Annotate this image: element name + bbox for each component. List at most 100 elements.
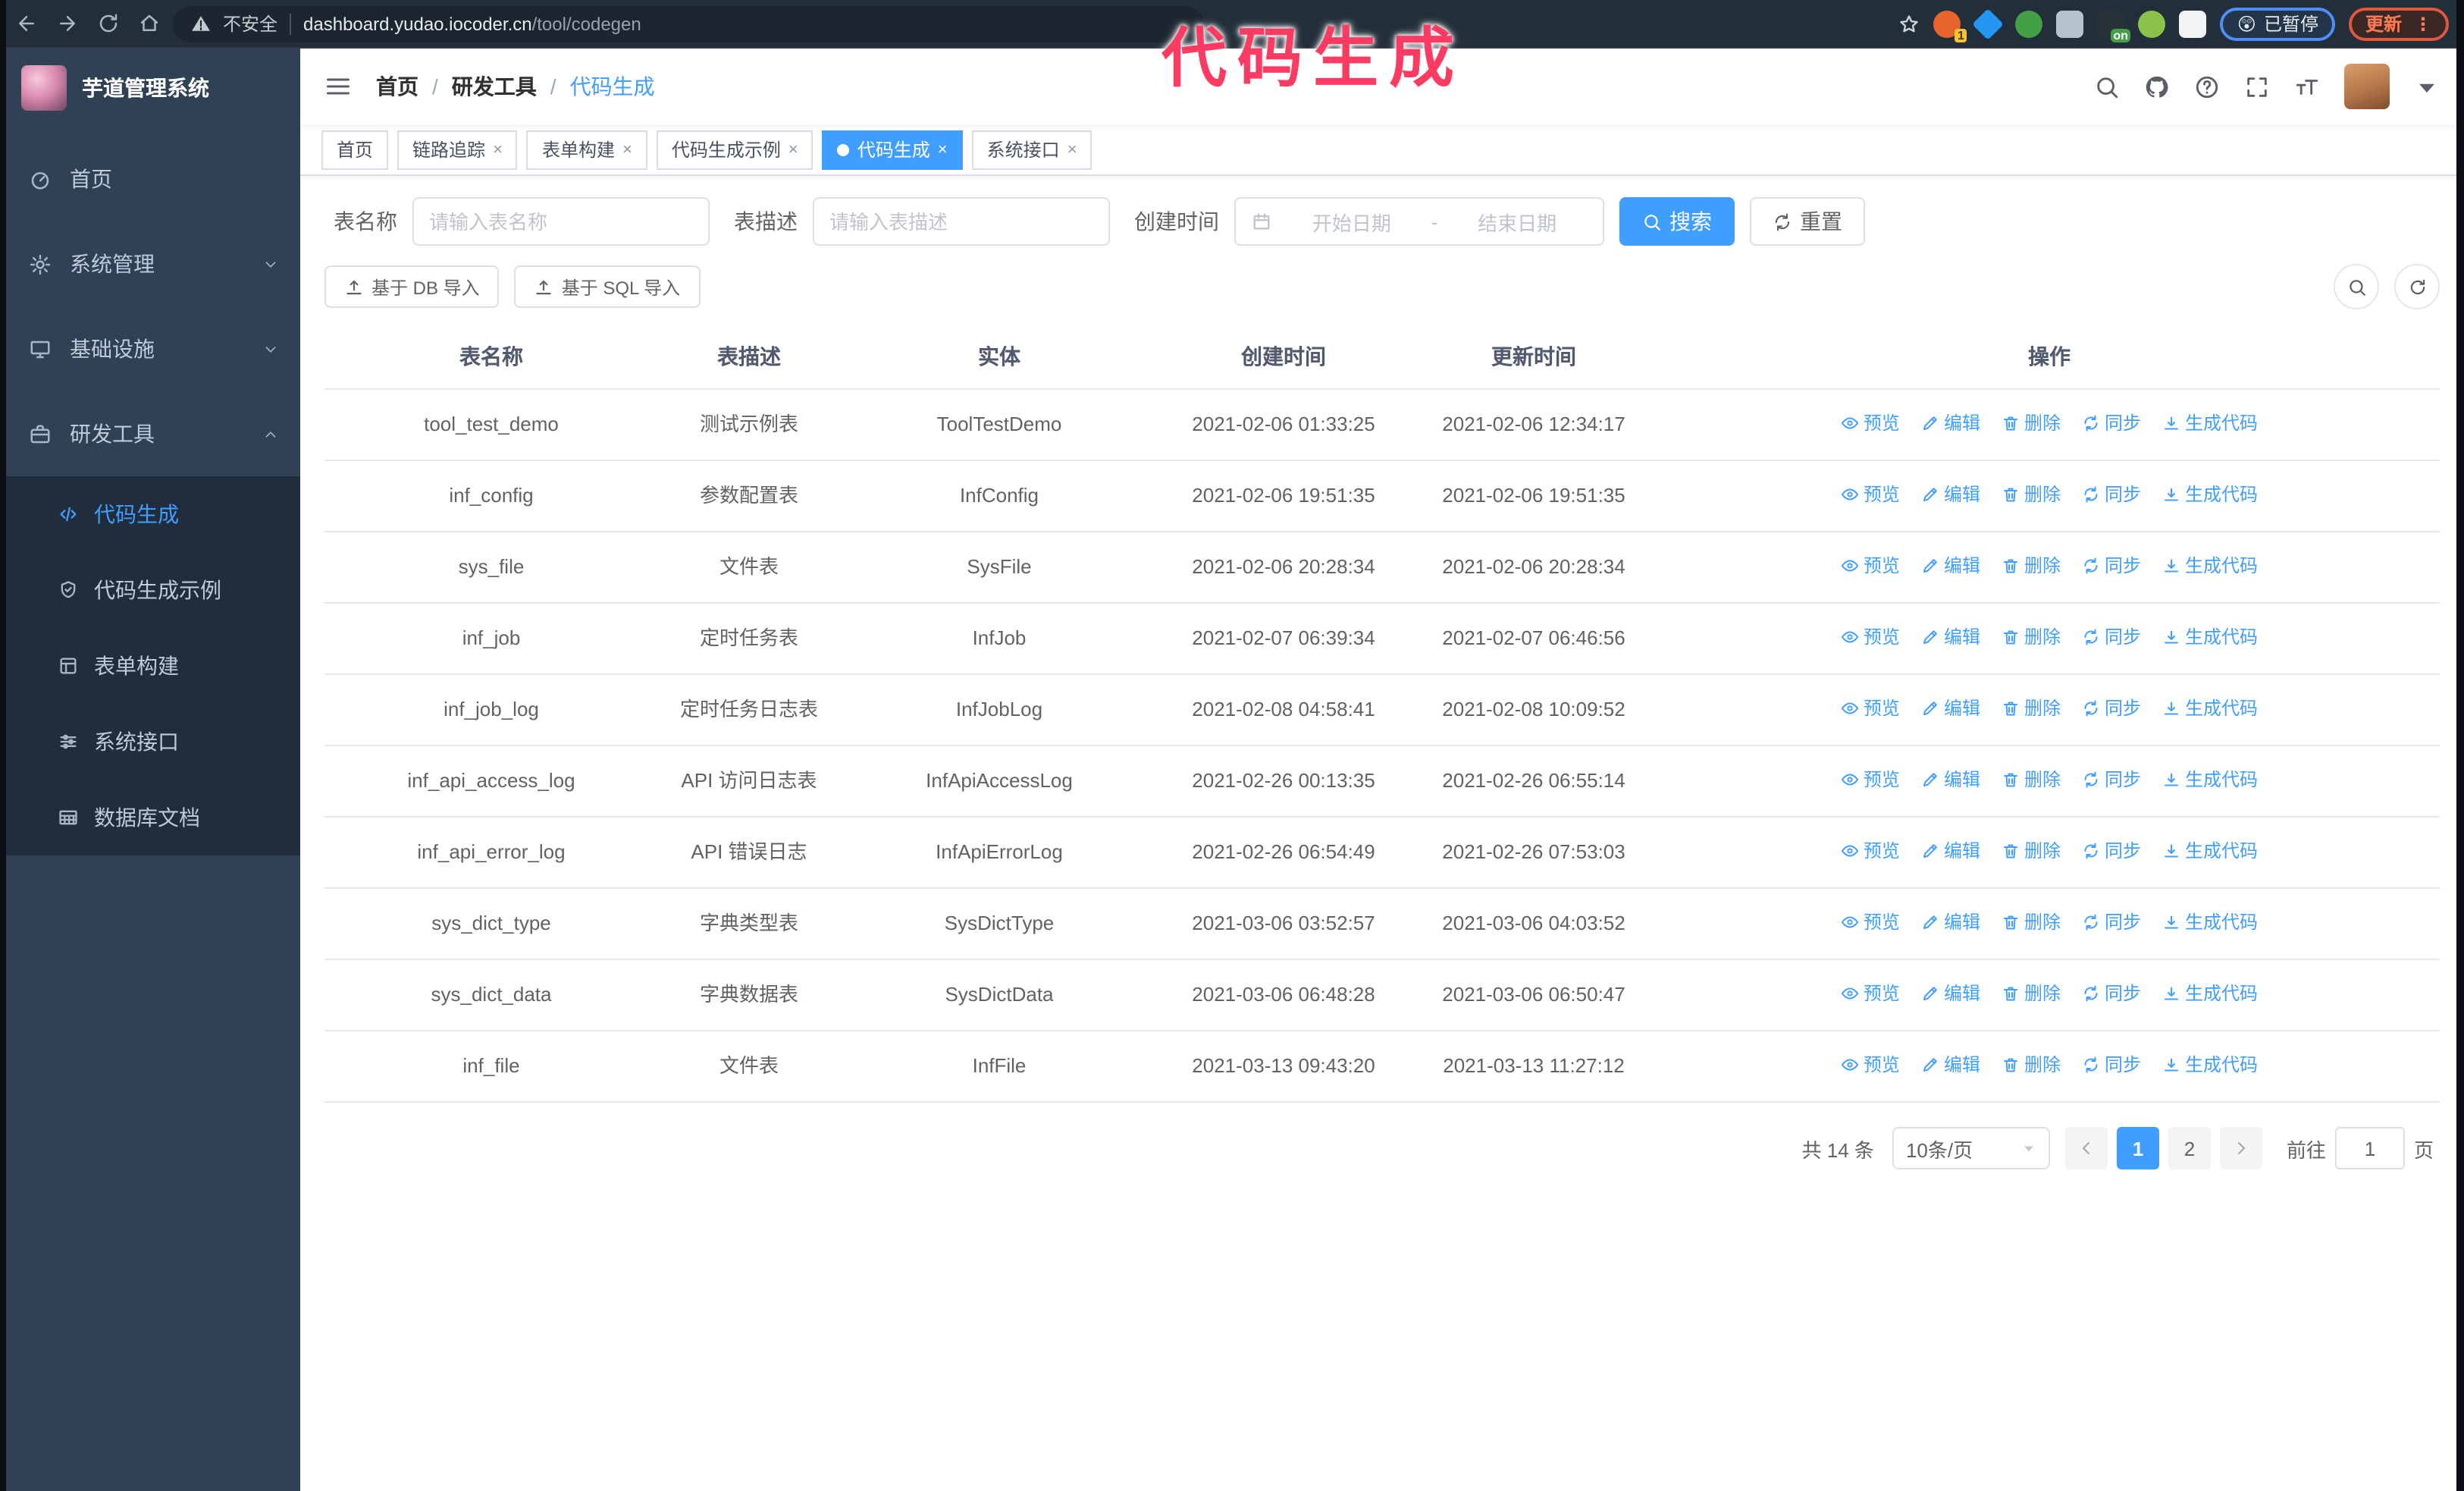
sidebar-subitem-1[interactable]: 代码生成 xyxy=(0,476,300,552)
close-icon[interactable]: × xyxy=(1067,140,1077,159)
sql-import-button[interactable]: 基于 SQL 导入 xyxy=(514,265,701,308)
edit-link[interactable]: 编辑 xyxy=(1921,836,1980,866)
edit-link[interactable]: 编辑 xyxy=(1921,764,1980,795)
sync-link[interactable]: 同步 xyxy=(2082,408,2141,438)
search-button[interactable]: 搜索 xyxy=(1619,197,1735,246)
sidebar-subitem-4[interactable]: 系统接口 xyxy=(0,704,300,780)
edit-link[interactable]: 编辑 xyxy=(1921,693,1980,724)
refresh-round-button[interactable] xyxy=(2394,264,2440,309)
sync-link[interactable]: 同步 xyxy=(2082,693,2141,724)
prev-page-button[interactable] xyxy=(2064,1127,2108,1169)
generate-code-link[interactable]: 生成代码 xyxy=(2162,907,2258,937)
goto-page-input[interactable] xyxy=(2334,1127,2405,1169)
page-button-1[interactable]: 1 xyxy=(2116,1127,2159,1169)
sync-link[interactable]: 同步 xyxy=(2082,622,2141,652)
browser-update-button[interactable]: 更新 ⋮ xyxy=(2348,7,2449,40)
generate-code-link[interactable]: 生成代码 xyxy=(2162,551,2258,581)
sidebar-logo[interactable]: 芋道管理系统 xyxy=(0,49,300,127)
generate-code-link[interactable]: 生成代码 xyxy=(2162,836,2258,866)
help-icon[interactable] xyxy=(2194,74,2220,99)
edit-link[interactable]: 编辑 xyxy=(1921,907,1980,937)
page-url[interactable]: dashboard.yudao.iocoder.cn/tool/codegen xyxy=(303,13,641,34)
generate-code-link[interactable]: 生成代码 xyxy=(2162,693,2258,724)
back-icon[interactable] xyxy=(15,12,38,35)
generate-code-link[interactable]: 生成代码 xyxy=(2162,764,2258,795)
preview-link[interactable]: 预览 xyxy=(1841,408,1900,438)
preview-link[interactable]: 预览 xyxy=(1841,907,1900,937)
reload-icon[interactable] xyxy=(97,12,120,35)
delete-link[interactable]: 删除 xyxy=(2002,1050,2061,1080)
sync-link[interactable]: 同步 xyxy=(2082,551,2141,581)
start-date-placeholder[interactable]: 开始日期 xyxy=(1312,212,1391,234)
delete-link[interactable]: 删除 xyxy=(2002,836,2061,866)
edit-link[interactable]: 编辑 xyxy=(1921,622,1980,652)
extension-onoff-icon[interactable]: on xyxy=(2097,10,2131,42)
delete-link[interactable]: 删除 xyxy=(2002,764,2061,795)
preview-link[interactable]: 预览 xyxy=(1841,1050,1900,1080)
extension-check-icon[interactable] xyxy=(2015,10,2043,37)
close-icon[interactable]: × xyxy=(622,140,632,159)
sidebar-subitem-3[interactable]: 表单构建 xyxy=(0,628,300,704)
tab-4[interactable]: 代码生成示例 × xyxy=(656,130,813,169)
edit-link[interactable]: 编辑 xyxy=(1921,1050,1980,1080)
extension-gem-icon[interactable] xyxy=(1973,8,2005,39)
search-icon[interactable] xyxy=(2094,74,2120,99)
close-icon[interactable]: × xyxy=(788,140,798,159)
caret-down-icon[interactable] xyxy=(2414,74,2440,99)
close-icon[interactable]: × xyxy=(493,140,503,159)
browser-menu-icon[interactable]: ⋮ xyxy=(2414,13,2432,34)
extension-puzzle-icon[interactable] xyxy=(2179,10,2207,37)
preview-link[interactable]: 预览 xyxy=(1841,836,1900,866)
sidebar-subitem-5[interactable]: 数据库文档 xyxy=(0,780,300,855)
end-date-placeholder[interactable]: 结束日期 xyxy=(1478,212,1557,234)
db-import-button[interactable]: 基于 DB 导入 xyxy=(324,265,500,308)
sidebar-subitem-2[interactable]: 代码生成示例 xyxy=(0,552,300,628)
sync-link[interactable]: 同步 xyxy=(2082,1050,2141,1080)
sync-link[interactable]: 同步 xyxy=(2082,479,2141,510)
generate-code-link[interactable]: 生成代码 xyxy=(2162,978,2258,1009)
sync-link[interactable]: 同步 xyxy=(2082,907,2141,937)
sync-link[interactable]: 同步 xyxy=(2082,836,2141,866)
preview-link[interactable]: 预览 xyxy=(1841,551,1900,581)
security-label[interactable]: 不安全 xyxy=(223,14,278,35)
delete-link[interactable]: 删除 xyxy=(2002,693,2061,724)
delete-link[interactable]: 删除 xyxy=(2002,907,2061,937)
address-bar[interactable]: 不安全 dashboard.yudao.iocoder.cn/tool/code… xyxy=(173,5,1204,42)
generate-code-link[interactable]: 生成代码 xyxy=(2162,622,2258,652)
generate-code-link[interactable]: 生成代码 xyxy=(2162,408,2258,438)
page-button-2[interactable]: 2 xyxy=(2168,1127,2211,1169)
preview-link[interactable]: 预览 xyxy=(1841,764,1900,795)
fullscreen-icon[interactable] xyxy=(2244,74,2270,99)
delete-link[interactable]: 删除 xyxy=(2002,408,2061,438)
search-round-button[interactable] xyxy=(2334,264,2379,309)
preview-link[interactable]: 预览 xyxy=(1841,622,1900,652)
home-icon[interactable] xyxy=(138,12,161,35)
edit-link[interactable]: 编辑 xyxy=(1921,551,1980,581)
sidebar-item-3[interactable]: 基础设施 xyxy=(0,306,300,391)
generate-code-link[interactable]: 生成代码 xyxy=(2162,479,2258,510)
generate-code-link[interactable]: 生成代码 xyxy=(2162,1050,2258,1080)
delete-link[interactable]: 删除 xyxy=(2002,479,2061,510)
github-icon[interactable] xyxy=(2144,74,2170,99)
edit-link[interactable]: 编辑 xyxy=(1921,479,1980,510)
edit-link[interactable]: 编辑 xyxy=(1921,408,1980,438)
extension-grid-icon[interactable] xyxy=(2056,10,2084,37)
delete-link[interactable]: 删除 xyxy=(2002,978,2061,1009)
paused-badge[interactable]: 😲 已暂停 xyxy=(2220,7,2335,40)
preview-link[interactable]: 预览 xyxy=(1841,479,1900,510)
delete-link[interactable]: 删除 xyxy=(2002,622,2061,652)
preview-link[interactable]: 预览 xyxy=(1841,693,1900,724)
avatar[interactable] xyxy=(2344,64,2390,109)
tab-3[interactable]: 表单构建 × xyxy=(526,130,647,169)
table-name-input[interactable] xyxy=(429,210,693,233)
star-icon[interactable] xyxy=(1899,13,1920,34)
sidebar-item-4[interactable]: 研发工具 xyxy=(0,391,300,476)
tab-5[interactable]: 代码生成 × xyxy=(822,130,963,169)
reset-button[interactable]: 重置 xyxy=(1750,197,1865,246)
next-page-button[interactable] xyxy=(2219,1127,2262,1169)
breadcrumb-item[interactable]: 研发工具 xyxy=(451,74,537,99)
sidebar-item-2[interactable]: 系统管理 xyxy=(0,221,300,306)
tab-6[interactable]: 系统接口 × xyxy=(971,130,1092,169)
table-desc-input[interactable] xyxy=(829,210,1093,233)
tab-2[interactable]: 链路追踪 × xyxy=(397,130,518,169)
